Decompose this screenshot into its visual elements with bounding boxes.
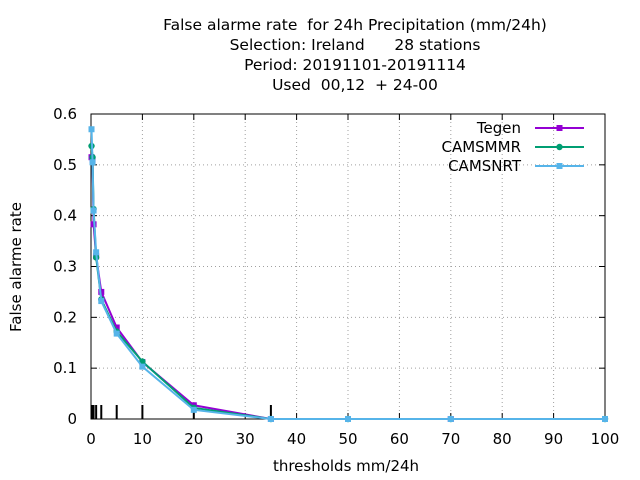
x-tick-label: 10: [133, 430, 152, 448]
x-tick-label: 90: [544, 430, 563, 448]
x-tick-label: 60: [390, 430, 409, 448]
y-tick-label: 0.3: [53, 258, 77, 276]
title-line-4: Used 00,12 + 24-00: [272, 76, 438, 94]
data-point: [190, 406, 197, 413]
legend-marker: [556, 143, 563, 151]
series-lines: [88, 126, 609, 423]
y-tick-label: 0.5: [53, 156, 77, 174]
data-point: [139, 363, 146, 370]
legend-label-tegen: Tegen: [476, 119, 521, 137]
y-tick-label: 0.1: [53, 359, 77, 377]
title-line-2: Selection: Ireland 28 stations: [229, 36, 481, 54]
x-axis-label: thresholds mm/24h: [273, 457, 419, 475]
x-tick-label: 100: [591, 430, 620, 448]
legend-label-camsnrt: CAMSNRT: [448, 157, 522, 175]
legend-marker: [556, 163, 563, 169]
data-point: [88, 126, 95, 133]
data-point: [267, 416, 274, 422]
x-tick-label: 20: [184, 430, 203, 448]
data-point: [113, 324, 120, 331]
x-tick-label: 40: [287, 430, 306, 448]
title-line-1: False alarme rate for 24h Precipitation …: [163, 16, 547, 34]
chart-title: False alarme rate for 24h Precipitation …: [0, 15, 640, 95]
threshold-markers: [90, 405, 272, 419]
grid-lines: [91, 114, 605, 419]
data-point: [89, 159, 96, 166]
title-line-3: Period: 20191101-20191114: [244, 56, 466, 74]
data-point: [447, 416, 454, 422]
data-point: [90, 207, 97, 214]
legend-label-camsmmr: CAMSMMR: [441, 138, 521, 156]
x-tick-label: 70: [441, 430, 460, 448]
y-axis-label: False alarme rate: [7, 202, 25, 332]
x-tick-label: 30: [236, 430, 255, 448]
x-tick-label: 50: [338, 430, 357, 448]
data-point: [93, 249, 100, 256]
y-tick-label: 0.4: [53, 207, 77, 225]
legend-marker: [556, 125, 563, 131]
data-point: [98, 298, 105, 305]
x-tick-label: 80: [493, 430, 512, 448]
x-tick-label: 0: [86, 430, 96, 448]
y-tick-label: 0.6: [53, 105, 77, 123]
y-tick-label: 0.2: [53, 308, 77, 326]
series-line-tegen: [90, 156, 605, 420]
data-point: [113, 330, 120, 337]
data-point: [602, 416, 608, 422]
y-tick-label: 0: [67, 410, 77, 428]
data-point: [345, 416, 351, 422]
axis-ticks: 0 10 20 30 40 50 60 70 80 90 100 0 0.1 0.2 0.3 0.4 0.5 0.…: [53, 105, 619, 448]
series-line-camsnrt: [90, 129, 605, 420]
